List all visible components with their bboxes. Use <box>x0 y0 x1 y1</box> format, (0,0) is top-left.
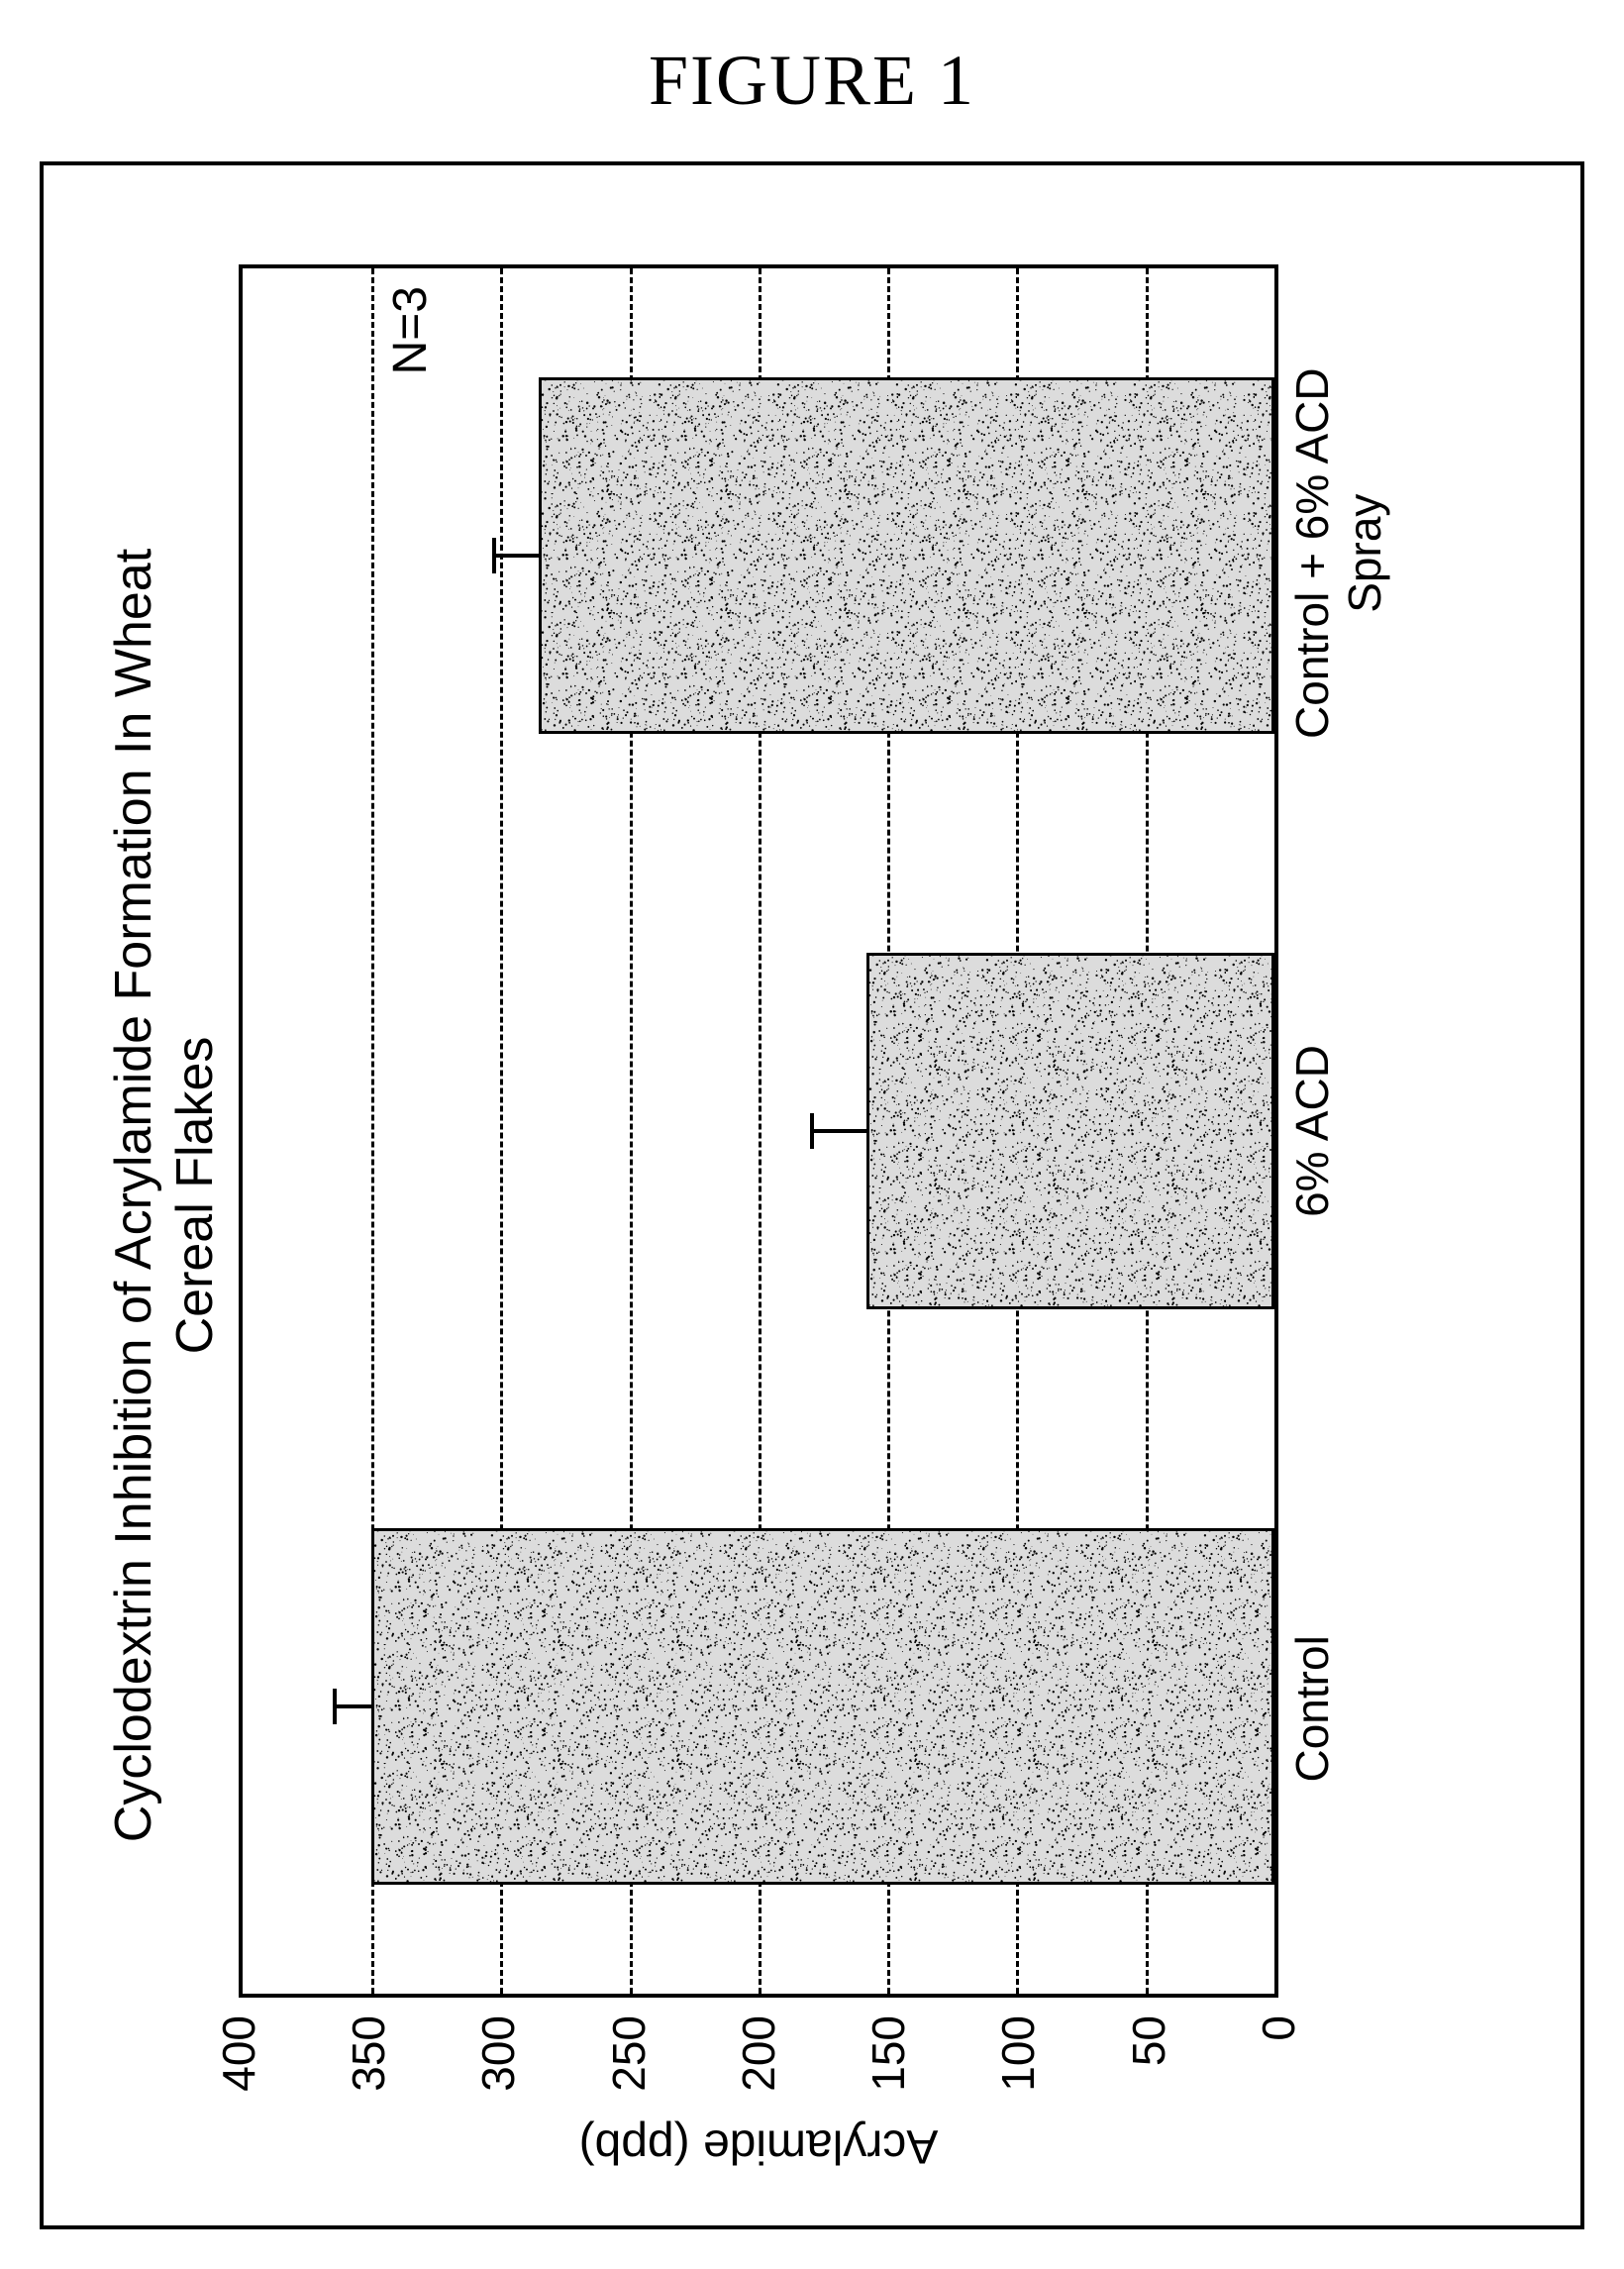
n-annotation: N=3 <box>383 286 438 374</box>
figure-label: FIGURE 1 <box>40 40 1584 122</box>
ytick-label: 50 <box>1122 2015 1175 2066</box>
errorbar-cap <box>492 538 496 573</box>
xtick-label: 6% ACD <box>1286 1045 1339 1217</box>
x-axis-ticks: Control 6% ACD Control + 6% ACD Spray <box>1278 264 1457 1998</box>
ytick-label: 150 <box>862 2015 915 2092</box>
plot-row: Acrylamide (ppb) 05010015020025030035040… <box>239 205 1278 2186</box>
bar <box>371 1528 1274 1885</box>
chart-title-line1: Cyclodextrin Inhibition of Acrylamide Fo… <box>105 549 162 1842</box>
bar-fill <box>542 380 1270 731</box>
bar <box>539 377 1273 734</box>
errorbar-stem <box>492 554 539 558</box>
y-axis-label: Acrylamide (ppb) <box>578 2119 938 2174</box>
ytick-label: 250 <box>602 2015 656 2092</box>
ytick-label: 0 <box>1252 2015 1305 2041</box>
figure: FIGURE 1 Cyclodextrin Inhibition of Acry… <box>40 40 1584 2229</box>
errorbar-stem <box>810 1129 866 1133</box>
xtick-label: Control + 6% ACD Spray <box>1286 367 1391 739</box>
chart-title-line2: Cereal Flakes <box>166 1037 224 1355</box>
ytick-label: 100 <box>991 2015 1045 2092</box>
ytick-label: 400 <box>212 2015 265 2092</box>
plot-area: N=3 <box>239 264 1278 1998</box>
y-axis-ticks: 050100150200250300350400 <box>239 1998 1278 2107</box>
chart-rotated-stage: Cyclodextrin Inhibition of Acrylamide Fo… <box>83 205 1541 2186</box>
chart-title: Cyclodextrin Inhibition of Acrylamide Fo… <box>103 324 227 2067</box>
bar-fill <box>869 956 1271 1306</box>
xtick-label: Control <box>1286 1635 1339 1782</box>
ytick-label: 350 <box>342 2015 395 2092</box>
errorbar-cap <box>333 1689 337 1724</box>
chart-canvas: Cyclodextrin Inhibition of Acrylamide Fo… <box>83 205 1539 2186</box>
errorbar-cap <box>810 1113 814 1149</box>
bar <box>866 953 1274 1309</box>
errorbar-stem <box>333 1704 371 1708</box>
y-axis-label-col: Acrylamide (ppb) <box>239 2107 1278 2186</box>
ytick-label: 200 <box>732 2015 785 2092</box>
ytick-label: 300 <box>471 2015 525 2092</box>
figure-frame: Cyclodextrin Inhibition of Acrylamide Fo… <box>40 161 1584 2229</box>
bar-fill <box>374 1531 1271 1882</box>
